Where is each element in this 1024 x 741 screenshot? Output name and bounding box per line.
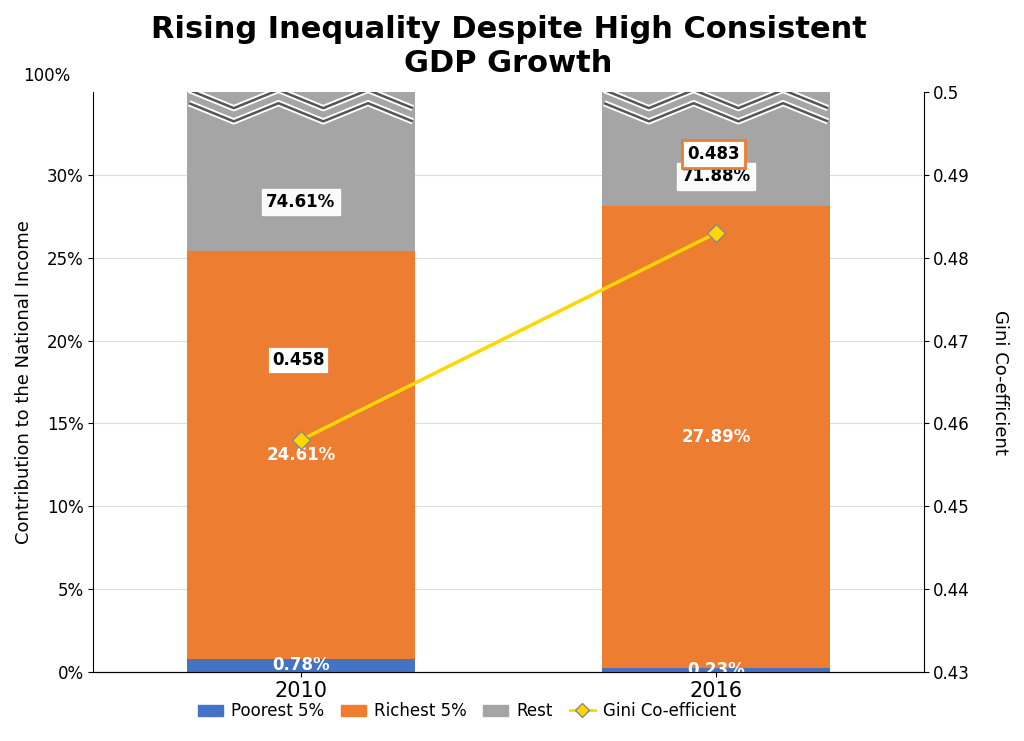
Text: 0.23%: 0.23% bbox=[687, 661, 744, 679]
Text: 0.483: 0.483 bbox=[687, 144, 739, 162]
Bar bbox=[602, 206, 830, 668]
Text: 27.89%: 27.89% bbox=[681, 428, 751, 446]
Bar bbox=[186, 659, 415, 671]
Text: 74.61%: 74.61% bbox=[266, 193, 336, 210]
Bar bbox=[602, 0, 830, 206]
Text: 71.88%: 71.88% bbox=[681, 167, 751, 185]
Text: 0.458: 0.458 bbox=[271, 351, 325, 370]
Bar bbox=[186, 251, 415, 659]
Text: 0.78%: 0.78% bbox=[272, 656, 330, 674]
Y-axis label: Gini Co-efficient: Gini Co-efficient bbox=[991, 310, 1009, 454]
Y-axis label: Contribution to the National Income: Contribution to the National Income bbox=[15, 220, 33, 544]
Text: 100%: 100% bbox=[23, 67, 70, 85]
Bar bbox=[602, 668, 830, 671]
Title: Rising Inequality Despite High Consistent
GDP Growth: Rising Inequality Despite High Consisten… bbox=[151, 15, 866, 78]
Legend: Poorest 5%, Richest 5%, Rest, Gini Co-efficient: Poorest 5%, Richest 5%, Rest, Gini Co-ef… bbox=[190, 696, 743, 727]
Bar bbox=[186, 0, 415, 251]
Text: 24.61%: 24.61% bbox=[266, 446, 336, 464]
